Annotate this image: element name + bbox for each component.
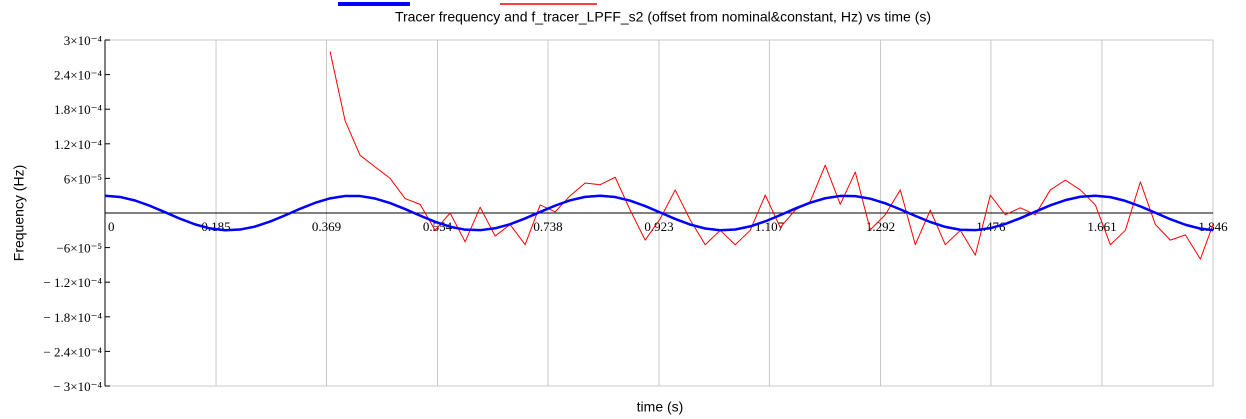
- y-tick-label: 1.2×10⁻⁴: [54, 137, 102, 152]
- y-tick-label: 2.4×10⁻⁴: [54, 68, 102, 83]
- x-axis-label: time (s): [637, 399, 684, 415]
- series-line: [105, 194, 1213, 232]
- x-tick-label: 0: [108, 219, 115, 234]
- x-tick-label: 1.846: [1198, 219, 1228, 234]
- x-tick-label: 0.738: [533, 219, 562, 234]
- y-tick-label: − 1.8×10⁻⁴: [43, 310, 102, 325]
- y-tick-label: 6×10⁻⁵: [64, 171, 102, 186]
- y-tick-label: −6×10⁻⁵: [56, 241, 102, 256]
- y-tick-label: − 1.2×10⁻⁴: [43, 275, 102, 290]
- y-tick-label: 1.8×10⁻⁴: [54, 102, 102, 117]
- y-tick-label: − 2.4×10⁻⁴: [43, 344, 102, 359]
- x-tick-label: 1.292: [866, 219, 895, 234]
- x-tick-label: 1.661: [1087, 219, 1116, 234]
- x-tick-label: 0.369: [312, 219, 341, 234]
- y-axis-label: Frequency (Hz): [11, 165, 27, 261]
- y-tick-label: 3×10⁻⁴: [64, 33, 103, 48]
- series-line: [329, 51, 1213, 260]
- y-tick-label: − 3×10⁻⁴: [53, 379, 102, 394]
- chart-title: Tracer frequency and f_tracer_LPFF_s2 (o…: [395, 9, 931, 25]
